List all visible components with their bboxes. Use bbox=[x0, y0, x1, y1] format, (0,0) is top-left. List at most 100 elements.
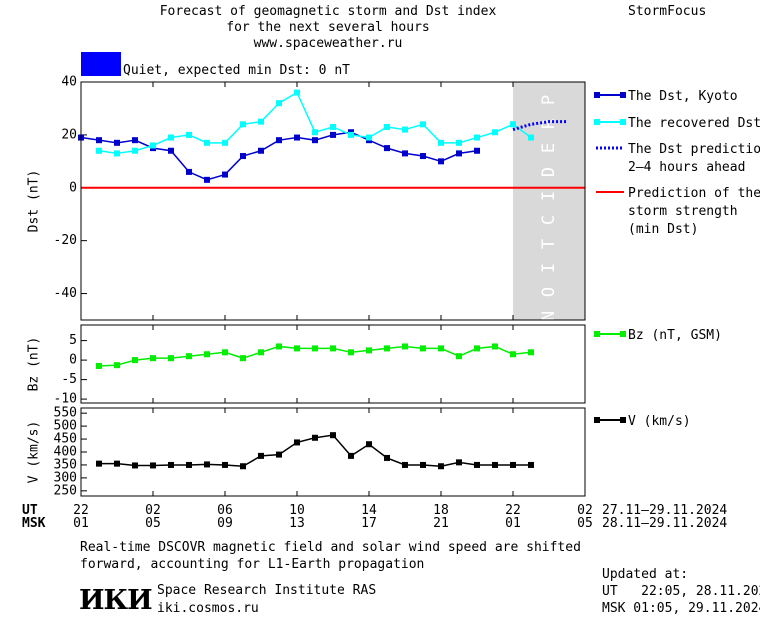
data-point bbox=[510, 461, 516, 468]
status-label: Quiet, expected min Dst: 0 nT bbox=[123, 63, 350, 78]
ut-tick-label: 02 bbox=[145, 503, 161, 518]
msk-date-range: 28.11–29.11.2024 bbox=[602, 516, 728, 531]
ut-date-range: 27.11–29.11.2024 bbox=[602, 503, 728, 518]
data-point bbox=[330, 345, 336, 352]
y-tick-label: -40 bbox=[54, 286, 77, 301]
data-point bbox=[186, 131, 192, 138]
legend-label: The recovered Dst bbox=[628, 116, 760, 131]
legend-label: The Dst, Kyoto bbox=[628, 89, 738, 104]
data-point bbox=[438, 463, 444, 470]
msk-tick-label: 17 bbox=[361, 516, 377, 531]
data-point bbox=[438, 139, 444, 146]
prediction-letter: E bbox=[539, 143, 559, 153]
brand-name: StormFocus bbox=[628, 4, 707, 19]
title-line-3: www.spaceweather.ru bbox=[253, 36, 403, 51]
data-point bbox=[258, 147, 264, 154]
iki-logo: ИКИ bbox=[79, 585, 153, 616]
y-tick-label: 250 bbox=[54, 483, 77, 498]
data-point bbox=[294, 89, 300, 96]
data-point bbox=[510, 121, 516, 128]
data-point bbox=[222, 171, 228, 178]
data-point bbox=[186, 461, 192, 468]
msk-tick-label: 05 bbox=[577, 516, 593, 531]
prediction-letter: I bbox=[539, 263, 559, 273]
series-line bbox=[512, 120, 567, 132]
data-point bbox=[312, 129, 318, 136]
data-point bbox=[294, 439, 300, 446]
series-line bbox=[98, 91, 532, 155]
data-point bbox=[348, 349, 354, 356]
y-axis-title: V (km/s) bbox=[27, 421, 42, 484]
data-point bbox=[492, 129, 498, 136]
data-point bbox=[474, 461, 480, 468]
data-point bbox=[330, 432, 336, 439]
legend-marker bbox=[620, 92, 626, 98]
y-axis-title: Dst (nT) bbox=[27, 170, 42, 233]
data-point bbox=[456, 459, 462, 466]
legend-marker bbox=[594, 331, 600, 337]
y-tick-label: 550 bbox=[54, 406, 77, 421]
data-point bbox=[456, 139, 462, 146]
y-tick-label: 5 bbox=[69, 333, 77, 348]
prediction-letter: I bbox=[539, 191, 559, 201]
plot-frame bbox=[80, 81, 586, 321]
data-point bbox=[258, 452, 264, 459]
y-tick-label: 350 bbox=[54, 457, 77, 472]
plot-frame bbox=[80, 407, 586, 497]
updated-label: Updated at: bbox=[602, 567, 689, 582]
data-point bbox=[132, 137, 138, 144]
data-point bbox=[456, 353, 462, 360]
data-point bbox=[420, 121, 426, 128]
data-point bbox=[366, 347, 372, 354]
data-point bbox=[258, 118, 264, 125]
ut-axis-label: UT bbox=[22, 503, 38, 518]
msk-tick-label: 05 bbox=[145, 516, 161, 531]
institute-site-link[interactable]: iki.cosmos.ru bbox=[157, 601, 259, 616]
data-point bbox=[420, 461, 426, 468]
plot-frame bbox=[80, 324, 586, 404]
data-point bbox=[366, 134, 372, 141]
data-point bbox=[384, 145, 390, 152]
data-point bbox=[420, 345, 426, 352]
ut-tick-label: 18 bbox=[433, 503, 449, 518]
data-point bbox=[204, 351, 210, 358]
data-point bbox=[348, 131, 354, 138]
data-point bbox=[330, 123, 336, 130]
updated-ut: UT 22:05, 28.11.2024 bbox=[602, 584, 760, 599]
y-axis-title: Bz (nT) bbox=[27, 337, 42, 392]
data-point bbox=[132, 462, 138, 469]
data-point bbox=[312, 434, 318, 441]
data-point bbox=[150, 355, 156, 362]
y-tick-label: 450 bbox=[54, 432, 77, 447]
data-point bbox=[222, 461, 228, 468]
data-point bbox=[402, 126, 408, 133]
prediction-letter: N bbox=[539, 311, 559, 321]
status-color-box bbox=[81, 52, 121, 76]
data-point bbox=[114, 362, 120, 369]
prediction-letter: D bbox=[539, 167, 559, 177]
data-point bbox=[528, 349, 534, 356]
data-point bbox=[240, 463, 246, 470]
institute-name: Space Research Institute RAS bbox=[157, 583, 377, 598]
ut-tick-label: 22 bbox=[505, 503, 521, 518]
y-tick-label: 300 bbox=[54, 470, 77, 485]
legend-label: Bz (nT, GSM) bbox=[628, 328, 722, 343]
data-point bbox=[294, 134, 300, 141]
data-point bbox=[384, 345, 390, 352]
data-point bbox=[96, 137, 102, 144]
data-point bbox=[510, 351, 516, 358]
msk-tick-label: 09 bbox=[217, 516, 233, 531]
data-point bbox=[474, 345, 480, 352]
data-point bbox=[258, 349, 264, 356]
data-point bbox=[384, 454, 390, 461]
data-point bbox=[276, 100, 282, 107]
data-point bbox=[276, 343, 282, 350]
y-tick-label: 0 bbox=[69, 353, 77, 368]
ut-tick-label: 06 bbox=[217, 503, 233, 518]
legend-marker bbox=[620, 119, 626, 125]
prediction-letter: T bbox=[539, 239, 559, 249]
data-point bbox=[96, 460, 102, 467]
legend-marker bbox=[594, 92, 600, 98]
data-point bbox=[96, 362, 102, 369]
data-point bbox=[384, 123, 390, 130]
